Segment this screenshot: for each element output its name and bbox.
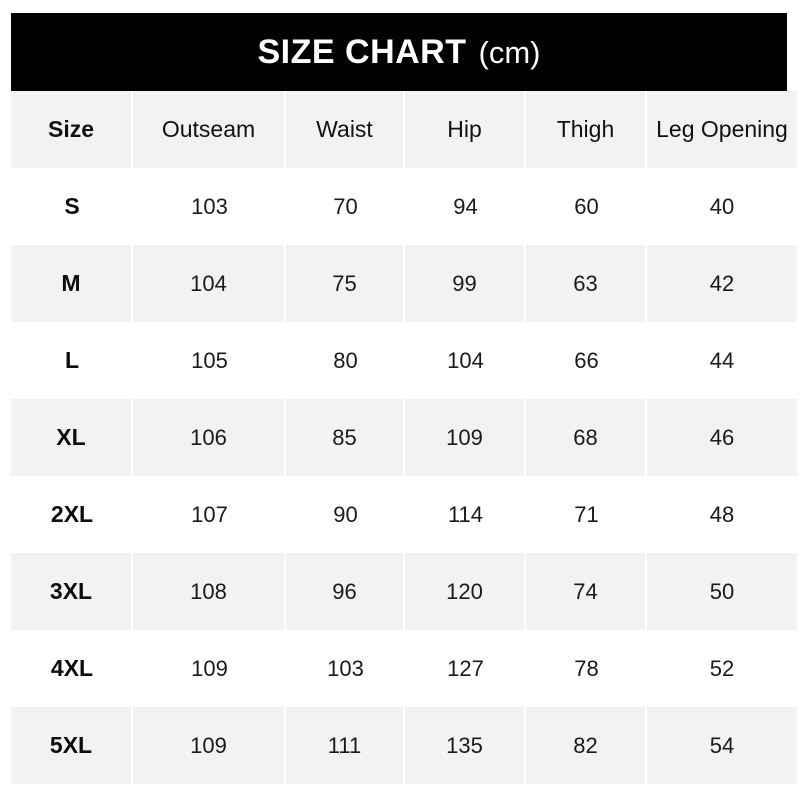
cell-hip: 120 xyxy=(405,553,526,630)
cell-outseam: 108 xyxy=(133,553,286,630)
table-row: M 104 75 99 63 42 xyxy=(11,245,797,322)
table-row: L 105 80 104 66 44 xyxy=(11,322,797,399)
column-header-hip: Hip xyxy=(405,91,526,168)
cell-size: L xyxy=(11,322,133,399)
cell-leg-opening: 52 xyxy=(647,630,797,707)
cell-outseam: 104 xyxy=(133,245,286,322)
size-chart-table: Size Outseam Waist Hip Thigh Leg Opening… xyxy=(11,91,797,784)
table-header: Size Outseam Waist Hip Thigh Leg Opening xyxy=(11,91,797,168)
table-row: 5XL 109 111 135 82 54 xyxy=(11,707,797,784)
cell-size: XL xyxy=(11,399,133,476)
table-row: S 103 70 94 60 40 xyxy=(11,168,797,245)
cell-outseam: 103 xyxy=(133,168,286,245)
cell-thigh: 63 xyxy=(526,245,647,322)
cell-outseam: 109 xyxy=(133,707,286,784)
cell-leg-opening: 40 xyxy=(647,168,797,245)
cell-size: 4XL xyxy=(11,630,133,707)
unit-label: (cm) xyxy=(478,34,541,70)
column-header-size: Size xyxy=(11,91,133,168)
cell-leg-opening: 46 xyxy=(647,399,797,476)
cell-hip: 114 xyxy=(405,476,526,553)
table-header-row: Size Outseam Waist Hip Thigh Leg Opening xyxy=(11,91,797,168)
cell-thigh: 66 xyxy=(526,322,647,399)
table-row: 2XL 107 90 114 71 48 xyxy=(11,476,797,553)
cell-hip: 109 xyxy=(405,399,526,476)
page-title: SIZE CHART xyxy=(257,33,467,71)
cell-hip: 135 xyxy=(405,707,526,784)
cell-leg-opening: 54 xyxy=(647,707,797,784)
cell-thigh: 78 xyxy=(526,630,647,707)
cell-waist: 70 xyxy=(286,168,405,245)
cell-thigh: 71 xyxy=(526,476,647,553)
cell-size: S xyxy=(11,168,133,245)
cell-size: M xyxy=(11,245,133,322)
cell-hip: 94 xyxy=(405,168,526,245)
table-row: XL 106 85 109 68 46 xyxy=(11,399,797,476)
cell-size: 5XL xyxy=(11,707,133,784)
cell-leg-opening: 42 xyxy=(647,245,797,322)
cell-leg-opening: 44 xyxy=(647,322,797,399)
cell-leg-opening: 50 xyxy=(647,553,797,630)
column-header-waist: Waist xyxy=(286,91,405,168)
chart-title-banner: SIZE CHART (cm) xyxy=(11,13,787,91)
cell-outseam: 107 xyxy=(133,476,286,553)
cell-waist: 96 xyxy=(286,553,405,630)
cell-waist: 103 xyxy=(286,630,405,707)
cell-hip: 104 xyxy=(405,322,526,399)
cell-thigh: 74 xyxy=(526,553,647,630)
cell-outseam: 105 xyxy=(133,322,286,399)
table-body: S 103 70 94 60 40 M 104 75 99 63 42 L 105 80 104 66 44 XL 1… xyxy=(11,168,797,784)
table-row: 4XL 109 103 127 78 52 xyxy=(11,630,797,707)
cell-waist: 80 xyxy=(286,322,405,399)
cell-waist: 90 xyxy=(286,476,405,553)
cell-waist: 111 xyxy=(286,707,405,784)
column-header-outseam: Outseam xyxy=(133,91,286,168)
cell-size: 3XL xyxy=(11,553,133,630)
cell-size: 2XL xyxy=(11,476,133,553)
column-header-thigh: Thigh xyxy=(526,91,647,168)
cell-waist: 85 xyxy=(286,399,405,476)
cell-thigh: 82 xyxy=(526,707,647,784)
cell-hip: 99 xyxy=(405,245,526,322)
cell-leg-opening: 48 xyxy=(647,476,797,553)
cell-outseam: 106 xyxy=(133,399,286,476)
cell-outseam: 109 xyxy=(133,630,286,707)
cell-thigh: 68 xyxy=(526,399,647,476)
cell-waist: 75 xyxy=(286,245,405,322)
table-row: 3XL 108 96 120 74 50 xyxy=(11,553,797,630)
cell-thigh: 60 xyxy=(526,168,647,245)
column-header-leg-opening: Leg Opening xyxy=(647,91,797,168)
cell-hip: 127 xyxy=(405,630,526,707)
